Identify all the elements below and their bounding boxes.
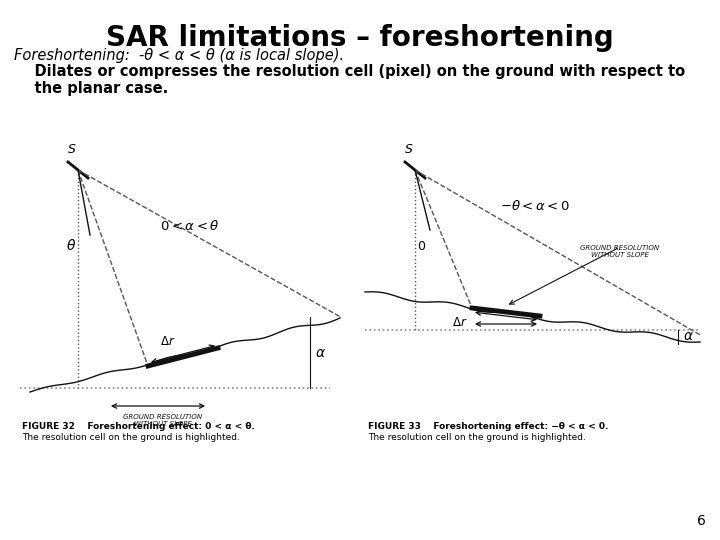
Text: SAR limitations – foreshortening: SAR limitations – foreshortening (106, 24, 614, 52)
Text: $\alpha$: $\alpha$ (315, 346, 326, 360)
Text: $\Delta r$: $\Delta r$ (161, 335, 176, 348)
Text: $\Delta r$: $\Delta r$ (452, 316, 468, 329)
Text: $0 < \alpha < \theta$: $0 < \alpha < \theta$ (160, 219, 220, 233)
Text: Foreshortening:  -θ < α < θ (α is local slope).: Foreshortening: -θ < α < θ (α is local s… (14, 48, 344, 63)
Text: $0$: $0$ (417, 240, 426, 253)
Text: $-\theta < \alpha < 0$: $-\theta < \alpha < 0$ (500, 199, 570, 213)
Text: 6: 6 (697, 514, 706, 528)
Text: GROUND RESOLUTION
WITHOUT SLOPE: GROUND RESOLUTION WITHOUT SLOPE (123, 414, 202, 427)
Text: Dilates or compresses the resolution cell (pixel) on the ground with respect to
: Dilates or compresses the resolution cel… (14, 64, 685, 97)
Text: The resolution cell on the ground is highlighted.: The resolution cell on the ground is hig… (368, 433, 586, 442)
Text: S: S (68, 143, 76, 156)
Text: S: S (405, 143, 413, 156)
Text: $\alpha$: $\alpha$ (683, 329, 694, 343)
Text: FIGURE 33    Foreshortening effect: −θ < α < 0.: FIGURE 33 Foreshortening effect: −θ < α … (368, 422, 608, 431)
Text: $\theta$: $\theta$ (66, 238, 76, 253)
Text: FIGURE 32    Foreshortening effect: 0 < α < θ.: FIGURE 32 Foreshortening effect: 0 < α <… (22, 422, 255, 431)
Text: The resolution cell on the ground is highlighted.: The resolution cell on the ground is hig… (22, 433, 240, 442)
Text: GROUND RESOLUTION
WITHOUT SLOPE: GROUND RESOLUTION WITHOUT SLOPE (580, 245, 660, 258)
